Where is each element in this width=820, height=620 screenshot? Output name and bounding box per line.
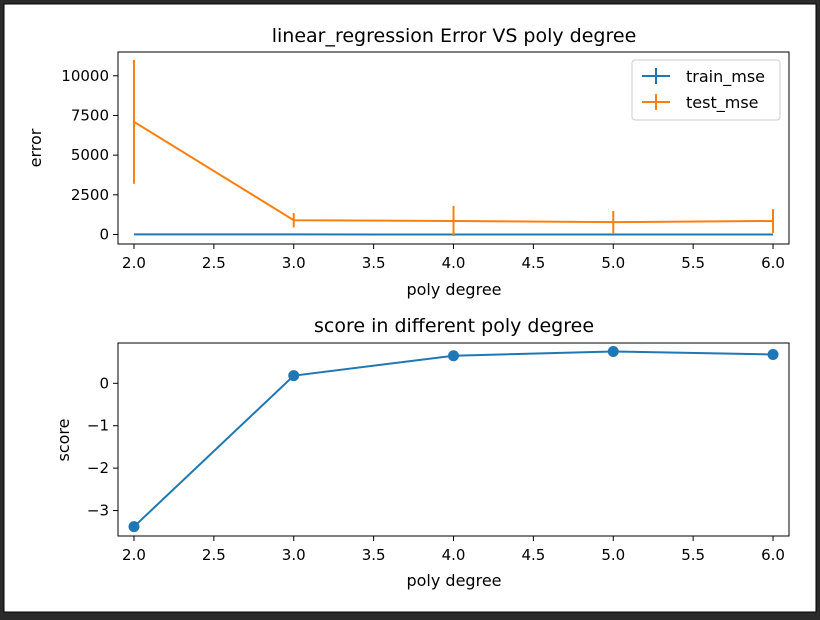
chart2-point-2: [448, 350, 459, 361]
chart2-point-4: [768, 349, 779, 360]
chart2-y-label: score: [54, 419, 73, 462]
chart1-x-tick-label-3: 3.5: [362, 254, 386, 272]
chart2-y-tick-label-2: −2: [87, 459, 109, 477]
chart1-y-tick-label-1: 2500: [71, 186, 109, 204]
chart1-y-tick-label-2: 5000: [71, 146, 109, 164]
chart1-legend: train_mse test_mse: [632, 60, 780, 120]
chart1-x-tick-label-5: 4.5: [521, 254, 545, 272]
chart2-x-tick-label-3: 3.5: [362, 546, 386, 564]
chart2-x-tick-label-7: 5.5: [681, 546, 705, 564]
legend-label-train-mse: train_mse: [686, 67, 765, 87]
chart2-x-tick-label-5: 4.5: [521, 546, 545, 564]
chart1-x-tick-label-8: 6.0: [761, 254, 785, 272]
chart1-y-tick-label-3: 7500: [71, 106, 109, 124]
chart1-x-tick-label-1: 2.5: [202, 254, 226, 272]
chart2-point-3: [608, 346, 619, 357]
legend-label-test-mse: test_mse: [686, 93, 759, 113]
chart2-x-tick-label-1: 2.5: [202, 546, 226, 564]
chart1-x-tick-label-7: 5.5: [681, 254, 705, 272]
chart2-title: score in different poly degree: [314, 315, 594, 337]
chart2-x-tick-label-0: 2.0: [122, 546, 146, 564]
chart2-y-tick-label-0: 0: [99, 374, 109, 392]
chart2-x-tick-label-2: 3.0: [282, 546, 306, 564]
chart1-y-tick-label-0: 0: [99, 225, 109, 243]
chart1-y-label: error: [26, 128, 45, 167]
chart1-x-tick-label-6: 5.0: [601, 254, 625, 272]
chart1-x-label: poly degree: [406, 280, 501, 299]
chart2-x-tick-label-6: 5.0: [601, 546, 625, 564]
chart1-y-tick-label-4: 10000: [61, 67, 109, 85]
chart1-x-tick-label-2: 3.0: [282, 254, 306, 272]
chart2-y-tick-label-1: −1: [87, 417, 109, 435]
chart1-x-tick-label-4: 4.0: [442, 254, 466, 272]
chart2-point-0: [128, 521, 139, 532]
chart2-y-tick-label-3: −3: [87, 502, 109, 520]
chart2-x-label: poly degree: [406, 571, 501, 590]
chart2-point-1: [288, 370, 299, 381]
chart2-x-tick-label-4: 4.0: [442, 546, 466, 564]
chart1-x-tick-label-0: 2.0: [122, 254, 146, 272]
chart1-title: linear_regression Error VS poly degree: [272, 25, 637, 47]
chart2-x-tick-label-8: 6.0: [761, 546, 785, 564]
